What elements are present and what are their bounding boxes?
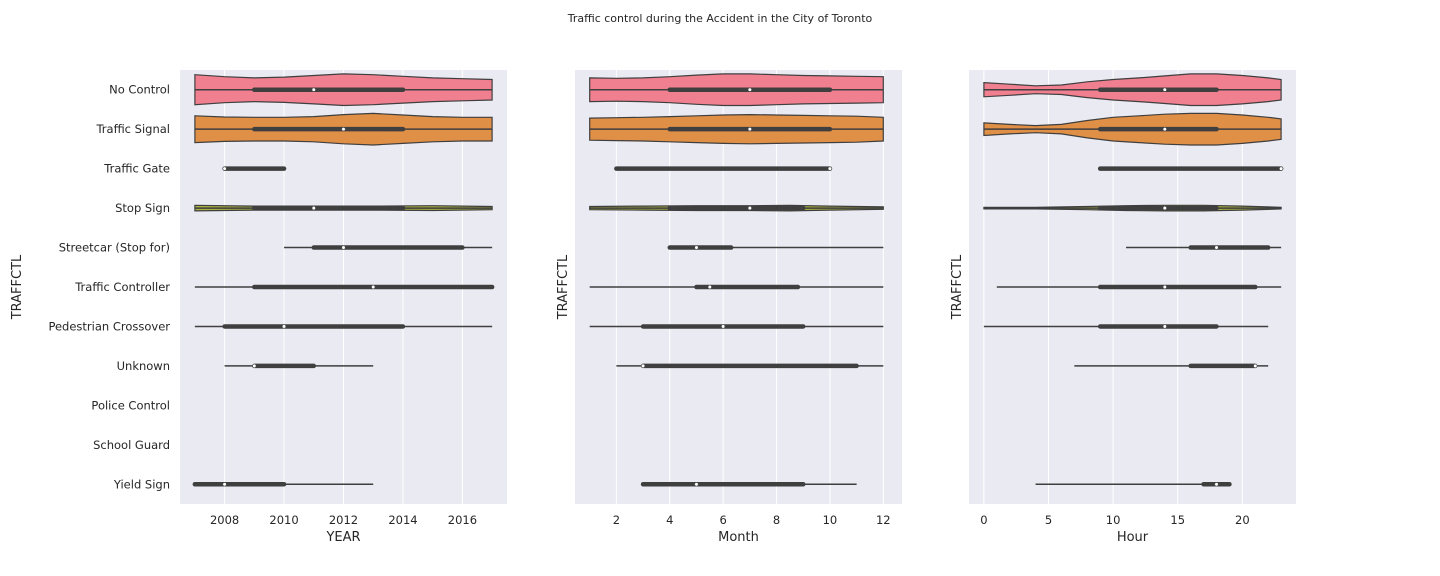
subplot-hour: 0 5 10 15 20 Hour TRAFFCTL: [950, 70, 1296, 545]
median-marker: [1162, 87, 1167, 92]
violin-yield-sign: [640, 482, 857, 487]
violin-traffic-gate: [614, 166, 833, 171]
median-marker: [694, 245, 699, 250]
x-tick-label: 20: [1235, 513, 1250, 527]
violin-streetcar-stop-for: [667, 245, 884, 250]
x-tick-label: 12: [876, 513, 891, 527]
subplot-month: 2 4 6 8 10 12 Month TRAFFCTL: [556, 70, 902, 545]
y-axis-label: TRAFFCTL: [10, 254, 25, 320]
x-axis-label: Hour: [1117, 530, 1149, 545]
y-tick-label: Police Control: [91, 398, 170, 412]
y-tick-label: Traffic Gate: [103, 162, 170, 176]
violin-pedestrian-crossover: [589, 324, 884, 329]
median-marker: [721, 324, 726, 329]
median-marker: [371, 284, 376, 290]
y-axis-label: TRAFFCTL: [950, 254, 965, 320]
median-marker: [1162, 127, 1167, 132]
violin-streetcar-stop-for: [1126, 245, 1282, 250]
median-marker: [341, 127, 346, 132]
violin-no-control: [194, 73, 493, 107]
median-marker: [747, 206, 752, 211]
y-tick-label: Pedestrian Crossover: [48, 319, 170, 333]
violin-pedestrian-crossover: [194, 324, 493, 329]
violin-streetcar-stop-for: [284, 245, 493, 250]
x-axis-label: YEAR: [325, 530, 360, 545]
x-axis-label: Month: [718, 530, 759, 545]
median-marker: [1162, 324, 1167, 329]
x-tick-label: 15: [1170, 513, 1185, 527]
median-marker: [222, 166, 227, 171]
violin-traffic-controller: [996, 284, 1282, 290]
median-marker: [252, 363, 257, 368]
median-marker: [281, 324, 287, 329]
y-tick-label: Unknown: [117, 359, 170, 373]
y-tick-label: Streetcar (Stop for): [59, 241, 170, 255]
median-marker: [1253, 363, 1258, 368]
median-marker: [827, 166, 832, 171]
violin-no-control: [589, 73, 884, 107]
y-tick-label: School Guard: [93, 438, 170, 452]
x-tick-label: 6: [719, 513, 726, 527]
violin-traffic-signal: [194, 112, 493, 146]
median-marker: [222, 482, 227, 487]
x-tick-label: 2: [613, 513, 620, 527]
x-tick-label: 2012: [329, 513, 358, 527]
median-marker: [747, 87, 752, 92]
median-marker: [311, 87, 316, 92]
x-tick-label: 8: [773, 513, 780, 527]
median-marker: [1162, 284, 1167, 290]
y-tick-label: Traffic Controller: [74, 280, 170, 294]
violin-stop-sign: [194, 204, 493, 212]
violin-traffic-signal: [983, 112, 1282, 146]
x-tick-label: 4: [666, 513, 673, 527]
y-tick-label: Stop Sign: [115, 201, 170, 215]
x-tick-label: 5: [1045, 513, 1052, 527]
x-tick-label: 10: [823, 513, 838, 527]
violin-unknown: [1074, 363, 1269, 369]
violin-traffic-controller: [194, 284, 495, 290]
x-tick-label: 2010: [269, 513, 298, 527]
violin-traffic-gate: [222, 166, 287, 171]
median-marker: [1279, 166, 1284, 171]
violin-traffic-gate: [1097, 166, 1284, 171]
x-tick-label: 2014: [388, 513, 417, 527]
median-marker: [341, 245, 346, 250]
y-tick-label: No Control: [109, 83, 170, 97]
median-marker: [311, 206, 316, 211]
violin-traffic-signal: [589, 113, 884, 145]
violin-unknown: [616, 363, 884, 369]
violin-stop-sign: [983, 204, 1282, 212]
x-tick-label: 2008: [210, 513, 239, 527]
y-tick-label: Yield Sign: [113, 477, 170, 491]
median-marker: [747, 127, 752, 132]
violin-yield-sign: [1035, 482, 1232, 487]
violin-no-control: [983, 73, 1282, 107]
median-marker: [641, 363, 646, 368]
figure-title: Traffic control during the Accident in t…: [567, 12, 873, 25]
median-marker: [707, 284, 712, 290]
violin-stop-sign: [589, 204, 884, 212]
x-tick-label: 2016: [448, 513, 477, 527]
subplot-year: 2008 2010 2012 2014 2016 YEAR TRAFFCTL No Contr…: [10, 70, 507, 545]
median-marker: [1214, 482, 1219, 487]
median-marker: [694, 482, 699, 487]
median-marker: [1162, 206, 1167, 211]
median-marker: [1214, 245, 1219, 250]
violin-pedestrian-crossover: [983, 324, 1269, 329]
violin-traffic-controller: [589, 284, 884, 290]
y-tick-label: Traffic Signal: [95, 122, 170, 136]
x-tick-label: 0: [980, 513, 987, 527]
violin-unknown: [224, 363, 374, 369]
y-axis-label: TRAFFCTL: [556, 254, 571, 320]
x-tick-label: 10: [1106, 513, 1121, 527]
violin-yield-sign: [192, 482, 374, 487]
